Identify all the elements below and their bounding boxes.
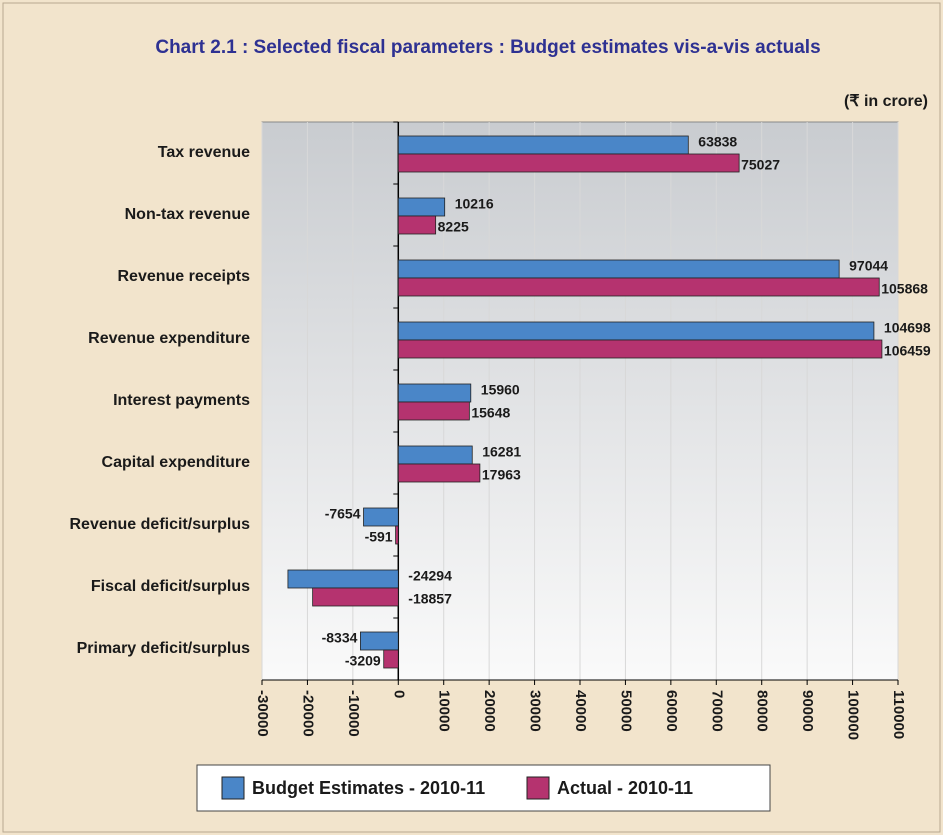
x-tick-label: 0	[390, 690, 407, 698]
y-tick-label: Fiscal deficit/surplus	[91, 578, 250, 595]
bar	[360, 631, 399, 651]
data-label: 105868	[881, 281, 928, 297]
data-label: 17963	[482, 467, 521, 483]
y-tick-label: Non-tax revenue	[125, 206, 250, 223]
data-label: 15648	[471, 405, 510, 421]
bar	[397, 153, 740, 173]
y-tick-label: Revenue deficit/surplus	[70, 516, 251, 533]
data-label: -3209	[345, 653, 381, 669]
data-label: -8334	[322, 630, 358, 646]
legend-label: Actual - 2010-11	[557, 778, 693, 798]
bar	[397, 197, 446, 217]
x-tick-label: -20000	[299, 690, 316, 737]
y-tick-label: Capital expenditure	[102, 454, 251, 471]
bar	[397, 135, 689, 155]
bar	[397, 259, 840, 279]
bar	[397, 463, 481, 483]
x-tick-label: 30000	[527, 690, 544, 732]
x-tick-label: 10000	[436, 690, 453, 732]
x-tick-label: 90000	[799, 690, 816, 732]
legend	[196, 764, 771, 812]
bar	[383, 649, 399, 669]
y-tick-label: Interest payments	[113, 392, 250, 409]
legend-swatch	[526, 776, 550, 800]
bar	[397, 321, 875, 341]
data-label: 106459	[884, 343, 931, 359]
x-tick-label: 50000	[617, 690, 634, 732]
data-label: 15960	[481, 382, 520, 398]
bar	[363, 507, 399, 527]
data-label: -7654	[325, 506, 361, 522]
x-tick-label: -10000	[345, 690, 362, 737]
bar	[397, 445, 473, 465]
data-label: 10216	[455, 196, 494, 212]
x-tick-label: -30000	[254, 690, 271, 737]
data-label: -591	[365, 529, 393, 545]
data-label: -24294	[408, 568, 452, 584]
y-tick-label: Primary deficit/surplus	[77, 640, 250, 657]
chart-title: Chart 2.1 : Selected fiscal parameters :…	[155, 37, 820, 58]
bar	[397, 339, 883, 359]
x-tick-label: 60000	[663, 690, 680, 732]
x-tick-label: 100000	[845, 690, 862, 740]
data-label: 8225	[438, 219, 469, 235]
data-label: 63838	[698, 134, 737, 150]
x-tick-label: 80000	[754, 690, 771, 732]
y-tick-label: Revenue receipts	[117, 268, 250, 285]
legend-swatch	[221, 776, 245, 800]
y-tick-label: Tax revenue	[158, 144, 250, 161]
data-label: 75027	[741, 157, 780, 173]
data-label: 97044	[849, 258, 888, 274]
x-tick-label: 110000	[890, 690, 907, 739]
data-label: -18857	[408, 591, 452, 607]
bar	[312, 587, 399, 607]
data-label: 104698	[884, 320, 931, 336]
bar	[395, 525, 399, 545]
x-tick-label: 40000	[572, 690, 589, 732]
x-tick-label: 20000	[481, 690, 498, 732]
bar	[397, 215, 437, 235]
x-tick-label: 70000	[708, 690, 725, 732]
y-tick-label: Revenue expenditure	[88, 330, 250, 347]
data-label: 16281	[482, 444, 521, 460]
bar	[287, 569, 399, 589]
unit-label: (₹ in crore)	[844, 93, 928, 110]
bar	[397, 277, 880, 297]
bar	[397, 383, 472, 403]
legend-label: Budget Estimates - 2010-11	[252, 778, 485, 798]
bar	[397, 401, 470, 421]
